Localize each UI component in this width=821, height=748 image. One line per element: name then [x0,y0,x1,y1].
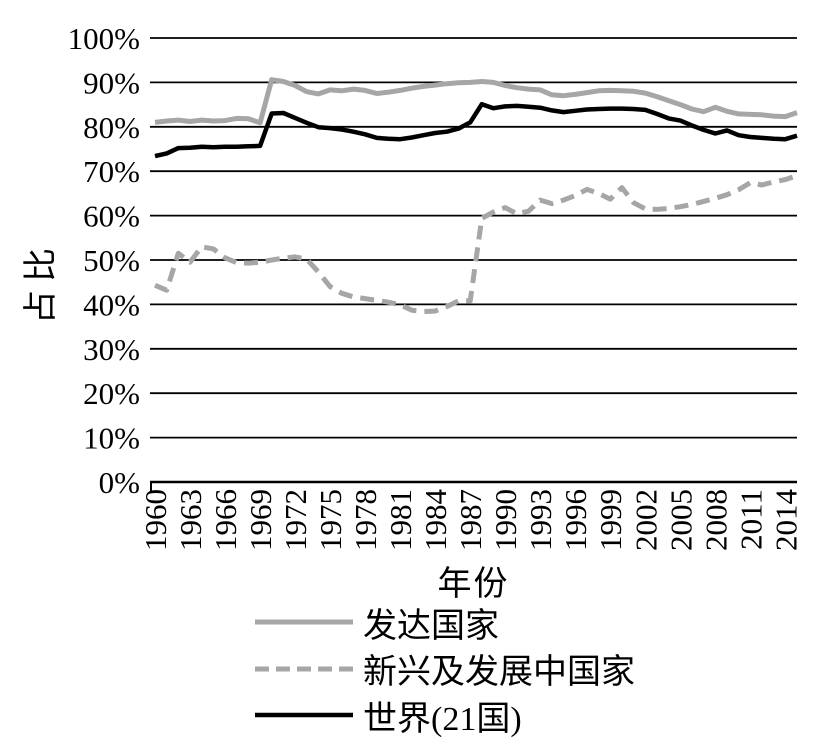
series-line-world [154,101,798,159]
legend-item-emerging: 新兴及发展中国家 [255,646,635,693]
x-tick-label: 2014 [768,489,803,552]
legend-line-sample-world [255,713,353,718]
x-tick-label: 1993 [523,489,558,551]
y-tick-label: 60% [83,199,140,234]
legend-item-developed: 发达国家 [255,599,635,646]
x-tick-label: 2002 [628,489,663,551]
series-line-developed [154,77,798,126]
y-axis-title: 占比 [23,240,60,324]
y-tick-label: 90% [83,65,140,100]
x-tick-label: 1987 [453,489,488,551]
x-tick-label: 2008 [698,489,733,551]
x-tick-label: 1960 [138,489,173,551]
x-tick-label: 1984 [418,489,453,552]
y-tick-label: 100% [68,21,140,56]
legend-line-sample-developed [255,619,353,625]
x-tick-label: 2011 [733,489,768,550]
y-tick-label: 30% [83,332,140,367]
x-tick-label: 1963 [173,489,208,551]
x-tick-label: 1990 [488,489,523,551]
legend-label-emerging: 新兴及发展中国家 [363,654,635,692]
x-tick-label: 1978 [348,489,383,551]
x-tick-label: 1966 [208,489,243,551]
y-tick-label: 20% [83,376,140,411]
x-tick-label: 1972 [278,489,313,551]
legend-line-sample-emerging [255,666,353,672]
x-tick-label: 1981 [383,489,418,551]
y-tick-label: 80% [83,110,140,145]
legend: 发达国家新兴及发展中国家 世界(21国) [255,599,635,739]
y-tick-label: 0% [99,465,140,500]
legend-label-world: 世界(21国) [363,700,522,738]
y-tick-label: 70% [83,154,140,189]
x-axis-title: 年份 [437,566,510,603]
y-tick-label: 40% [83,287,140,322]
series-line-emerging [154,173,798,314]
legend-label-developed: 发达国家 [363,607,499,645]
x-tick-label: 1996 [558,489,593,551]
line-chart-plot-area: 0%10%20%30%40%50%60%70%80%90%100%1960 196… [68,21,804,552]
y-tick-label: 50% [83,243,140,278]
legend-item-world: 世界(21国) [255,692,635,739]
x-tick-label: 1975 [313,489,348,551]
x-tick-label: 1969 [243,489,278,551]
y-tick-label: 10% [83,421,140,456]
x-tick-label: 2005 [663,489,698,551]
x-tick-label: 1999 [593,489,628,551]
